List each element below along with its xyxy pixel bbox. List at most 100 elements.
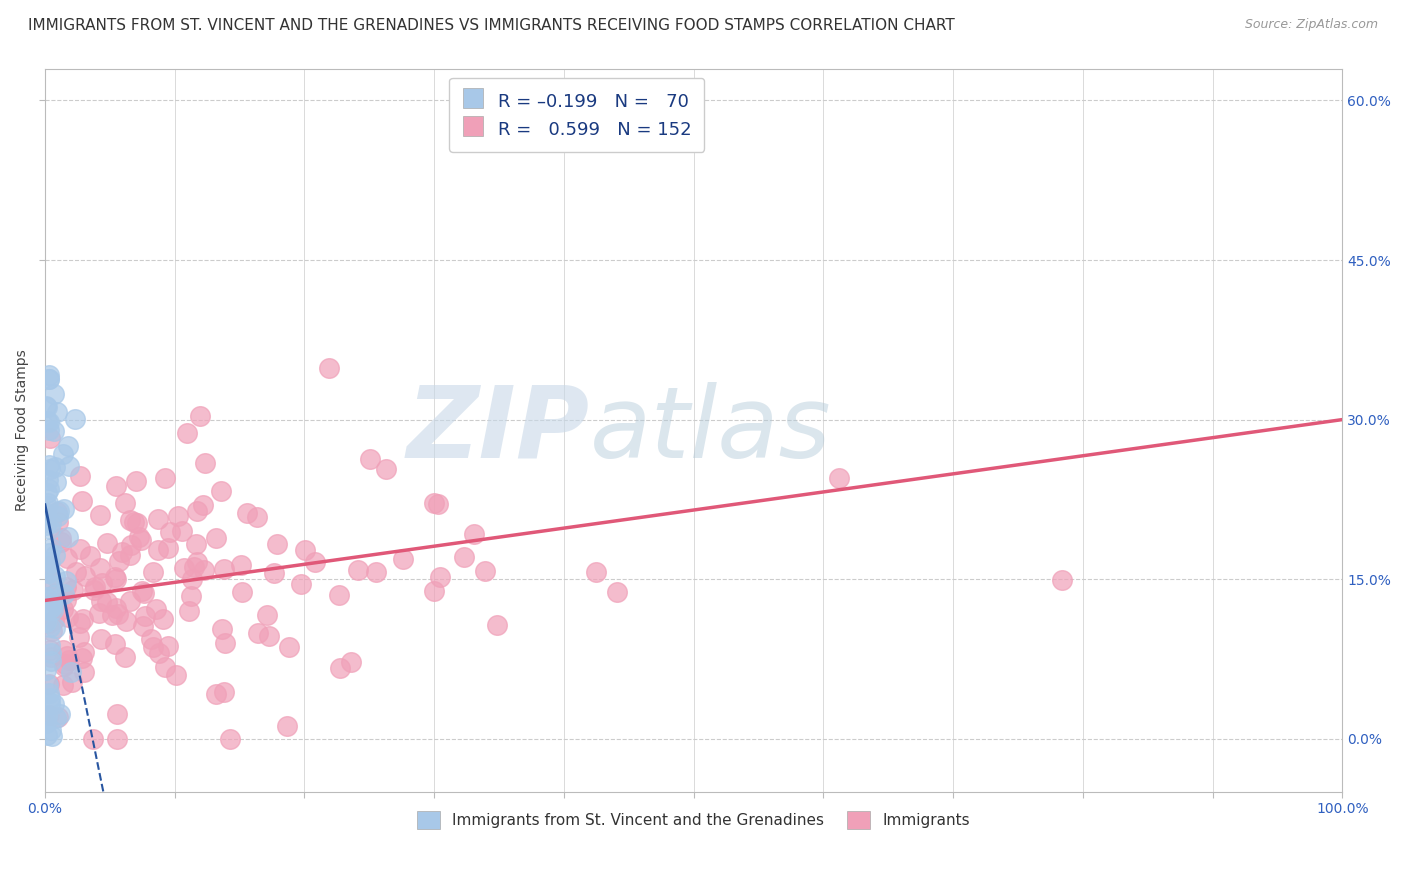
Point <box>209 483 232 498</box>
Point <box>290 577 312 591</box>
Point <box>48 504 70 518</box>
Point <box>38 458 60 472</box>
Point <box>188 409 211 423</box>
Point <box>42 594 65 608</box>
Point <box>256 608 278 623</box>
Point <box>65 565 87 579</box>
Point <box>45 405 67 419</box>
Point <box>364 566 387 580</box>
Point <box>35 414 58 428</box>
Point <box>75 569 97 583</box>
Point <box>453 550 475 565</box>
Point <box>72 665 94 680</box>
Text: IMMIGRANTS FROM ST. VINCENT AND THE GRENADINES VS IMMIGRANTS RECEIVING FOOD STAM: IMMIGRANTS FROM ST. VINCENT AND THE GREN… <box>28 18 955 33</box>
Point <box>485 618 508 632</box>
Point <box>37 566 59 580</box>
Point <box>39 599 62 614</box>
Point <box>278 640 301 655</box>
Point <box>183 559 205 574</box>
Point <box>374 462 396 476</box>
Point <box>41 729 63 743</box>
Point <box>69 469 91 483</box>
Point <box>60 675 83 690</box>
Point <box>329 660 352 674</box>
Point <box>186 537 208 551</box>
Point <box>318 360 340 375</box>
Point <box>219 731 242 746</box>
Point <box>176 426 198 441</box>
Point <box>165 668 187 682</box>
Point <box>139 632 162 647</box>
Point <box>34 506 56 520</box>
Point <box>45 586 67 600</box>
Point <box>104 570 127 584</box>
Point <box>152 612 174 626</box>
Point <box>173 561 195 575</box>
Point <box>73 645 96 659</box>
Point <box>35 664 58 678</box>
Point <box>39 654 62 668</box>
Point <box>42 424 65 438</box>
Point <box>39 697 62 711</box>
Point <box>129 533 152 547</box>
Point <box>39 555 62 569</box>
Point <box>90 593 112 607</box>
Point <box>426 497 449 511</box>
Point <box>346 563 368 577</box>
Point <box>38 708 60 723</box>
Point <box>42 697 65 711</box>
Point <box>423 584 446 599</box>
Point <box>38 522 60 536</box>
Point <box>114 650 136 665</box>
Point <box>58 530 80 544</box>
Point <box>191 499 214 513</box>
Point <box>177 604 200 618</box>
Point <box>55 592 77 607</box>
Point <box>125 516 148 530</box>
Point <box>159 525 181 540</box>
Point <box>45 475 67 489</box>
Point <box>37 486 59 500</box>
Point <box>38 431 60 445</box>
Point <box>35 603 58 617</box>
Point <box>39 638 62 652</box>
Point <box>37 678 59 692</box>
Point <box>35 728 58 742</box>
Point <box>38 372 60 386</box>
Point <box>204 687 226 701</box>
Point <box>172 524 194 538</box>
Point <box>429 569 451 583</box>
Point <box>44 549 66 563</box>
Point <box>38 559 60 574</box>
Point <box>474 564 496 578</box>
Point <box>58 610 80 624</box>
Point <box>38 546 60 560</box>
Point <box>180 589 202 603</box>
Point <box>44 460 66 475</box>
Point <box>246 509 269 524</box>
Point <box>120 593 142 607</box>
Point <box>118 548 141 562</box>
Point <box>96 536 118 550</box>
Point <box>49 534 72 549</box>
Point <box>49 531 72 545</box>
Point <box>84 580 107 594</box>
Point <box>55 574 77 589</box>
Point <box>104 479 127 493</box>
Point <box>63 411 86 425</box>
Point <box>72 612 94 626</box>
Point <box>37 495 59 509</box>
Point <box>35 499 58 513</box>
Point <box>52 678 75 692</box>
Point <box>101 608 124 623</box>
Point <box>34 518 56 533</box>
Point <box>39 516 62 530</box>
Point <box>44 569 66 583</box>
Point <box>166 509 188 524</box>
Point <box>120 538 142 552</box>
Point <box>53 659 76 673</box>
Point <box>236 506 259 520</box>
Point <box>145 601 167 615</box>
Point <box>257 629 280 643</box>
Point <box>115 614 138 628</box>
